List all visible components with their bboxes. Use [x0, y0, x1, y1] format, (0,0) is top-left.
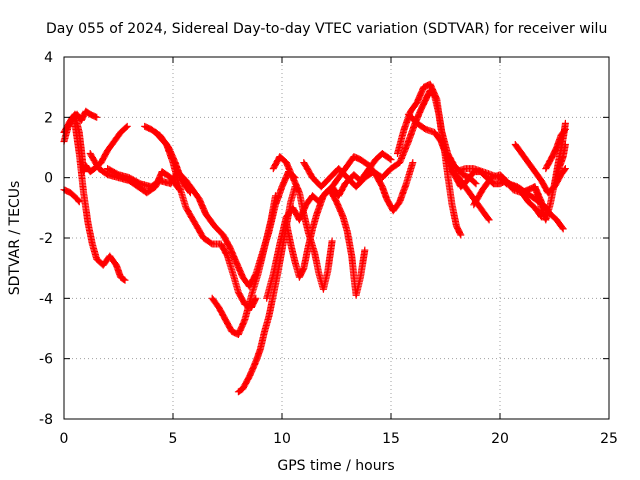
- y-axis-title: SDTVAR / TECUs: [7, 181, 23, 296]
- plus-markers: [152, 128, 260, 311]
- series-track-8: [152, 128, 260, 311]
- axis-ticks: 0 5 10 15 20 25 -8 -6 -4 -2 0 2 4: [39, 50, 618, 447]
- series-track-24: [551, 141, 569, 188]
- grid-lines: [64, 57, 609, 419]
- plus-markers: [282, 186, 369, 299]
- x-tick-label: 0: [60, 431, 69, 447]
- x-tick-label: 5: [169, 431, 178, 447]
- plus-markers: [208, 192, 279, 338]
- series-track-9: [208, 192, 279, 338]
- y-tick-label: -6: [39, 352, 53, 368]
- y-tick-label: -8: [39, 412, 53, 428]
- y-tick-label: 4: [44, 50, 53, 66]
- x-tick-label: 25: [600, 431, 618, 447]
- plus-markers: [470, 171, 567, 233]
- y-tick-label: -2: [39, 231, 53, 247]
- plus-markers: [551, 141, 569, 188]
- chart-title: Day 055 of 2024, Sidereal Day-to-day VTE…: [46, 21, 607, 37]
- y-tick-label: 0: [44, 171, 53, 187]
- x-tick-label: 15: [382, 431, 400, 447]
- x-tick-label: 10: [273, 431, 291, 447]
- plus-markers: [269, 153, 336, 293]
- data-series: [60, 80, 569, 396]
- series-track-4: [71, 119, 129, 284]
- x-axis-title: GPS time / hours: [277, 458, 394, 474]
- series-track-11: [269, 153, 336, 293]
- series-track-13: [282, 186, 369, 299]
- plus-markers: [542, 125, 569, 173]
- y-tick-label: -4: [39, 291, 53, 307]
- plus-markers: [71, 119, 129, 284]
- series-track-23: [542, 125, 569, 173]
- series-track-20: [470, 171, 567, 233]
- y-tick-label: 2: [44, 110, 53, 126]
- x-tick-label: 20: [491, 431, 509, 447]
